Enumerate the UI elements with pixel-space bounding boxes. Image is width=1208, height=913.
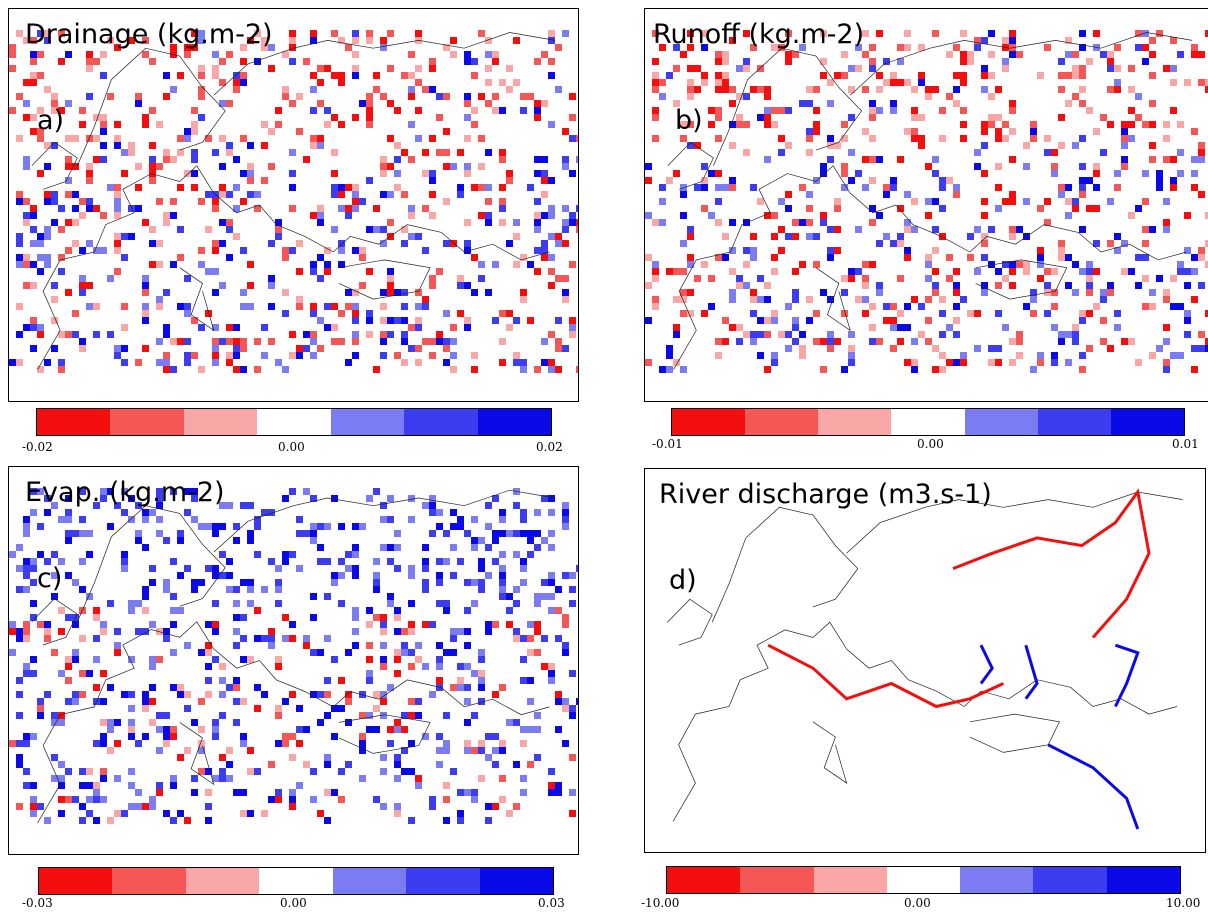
- colorbar-min-label: -0.01: [652, 437, 683, 451]
- colorbar-segment: [818, 409, 892, 435]
- panel-drainage: Drainage (kg.m-2) a) -0.02 0.00 0.02: [0, 0, 600, 460]
- map-title: Runoff (kg.m-2): [653, 19, 865, 50]
- map-river-discharge: River discharge (m3.s-1) d): [644, 468, 1206, 853]
- colorbar: [666, 866, 1181, 894]
- colorbar-segment: [667, 867, 741, 893]
- river-lines: [767, 488, 1151, 830]
- colorbar-segment: [672, 409, 746, 435]
- data-pixels: [645, 30, 1208, 373]
- colorbar-segment: [112, 868, 186, 894]
- colorbar-min-label: -10.00: [641, 896, 680, 910]
- colorbar-segment: [259, 868, 333, 894]
- colorbar-segment: [257, 409, 331, 435]
- panel-letter: a): [37, 105, 65, 136]
- colorbar: [671, 408, 1185, 436]
- colorbar-segment: [477, 409, 551, 435]
- colorbar-max-label: 0.03: [538, 896, 565, 910]
- colorbar-min-label: -0.02: [22, 440, 53, 454]
- colorbar-segment: [39, 868, 113, 894]
- map-evaporation: Evap. (kg.m-2) c): [8, 466, 579, 855]
- panel-letter: b): [675, 105, 703, 136]
- colorbar-segment: [886, 867, 961, 893]
- colorbar: [36, 408, 552, 436]
- colorbar-segment: [891, 409, 965, 435]
- colorbar-segment: [964, 409, 1038, 435]
- colorbar-segment: [745, 409, 819, 435]
- colorbar-segment: [740, 867, 814, 893]
- data-pixels: [9, 488, 578, 824]
- colorbar-segment: [813, 867, 887, 893]
- colorbar-segment: [406, 868, 480, 894]
- colorbar-max-label: 0.02: [536, 440, 563, 454]
- colorbar-segment: [1106, 867, 1180, 893]
- coastlines: [31, 489, 556, 824]
- map-title: Drainage (kg.m-2): [25, 19, 273, 50]
- colorbar-segment: [37, 409, 111, 435]
- colorbar: [38, 867, 554, 895]
- coastlines: [667, 32, 1193, 370]
- map-drainage: Drainage (kg.m-2) a): [8, 8, 579, 402]
- colorbar-mid-label: 0.00: [280, 896, 307, 910]
- europe-map-drainage: [9, 30, 578, 373]
- panel-letter: c): [37, 563, 63, 594]
- colorbar-segment: [183, 409, 258, 435]
- colorbar-segment: [1033, 867, 1107, 893]
- colorbar-segment: [330, 409, 405, 435]
- colorbar-segment: [332, 868, 407, 894]
- colorbar-segment: [110, 409, 184, 435]
- coastlines: [667, 491, 1183, 822]
- panel-letter: d): [669, 565, 697, 596]
- colorbar-mid-label: 0.00: [904, 896, 931, 910]
- europe-map-evaporation: [9, 488, 578, 824]
- map-title: Evap. (kg.m-2): [25, 477, 225, 508]
- colorbar-segment: [185, 868, 260, 894]
- map-runoff: Runoff (kg.m-2) b): [644, 8, 1208, 402]
- colorbar-segment: [960, 867, 1034, 893]
- coastlines: [31, 32, 556, 370]
- colorbar-mid-label: 0.00: [917, 437, 944, 451]
- panel-river-discharge: River discharge (m3.s-1) d) -10.00 0.00 …: [604, 460, 1208, 913]
- colorbar-segment: [1037, 409, 1111, 435]
- map-title: River discharge (m3.s-1): [659, 479, 992, 510]
- panel-evaporation: Evap. (kg.m-2) c) -0.03 0.00 0.03: [0, 460, 600, 913]
- colorbar-min-label: -0.03: [22, 896, 53, 910]
- panel-runoff: Runoff (kg.m-2) b) -0.01 0.00 0.01: [604, 0, 1208, 460]
- colorbar-segment: [404, 409, 478, 435]
- europe-map-river-discharge: [667, 488, 1183, 830]
- data-pixels: [9, 30, 578, 373]
- colorbar-segment: [1110, 409, 1184, 435]
- colorbar-max-label: 10.00: [1166, 896, 1201, 910]
- colorbar-mid-label: 0.00: [278, 440, 305, 454]
- colorbar-segment: [479, 868, 553, 894]
- colorbar-max-label: 0.01: [1172, 437, 1199, 451]
- europe-map-runoff: [645, 30, 1208, 373]
